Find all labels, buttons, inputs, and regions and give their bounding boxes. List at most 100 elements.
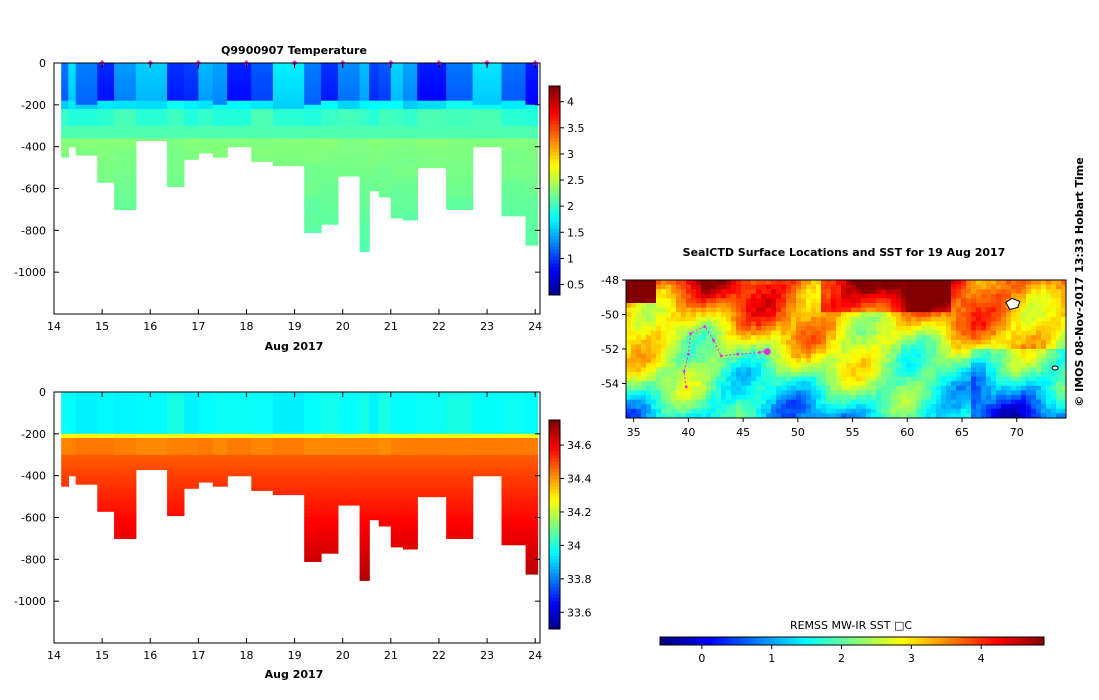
profile-cell	[417, 88, 447, 93]
sst-cell	[966, 280, 972, 285]
profile-cell	[369, 504, 380, 510]
profile-cell	[337, 129, 361, 135]
colorbar-swatch	[976, 637, 983, 645]
profile-cell	[369, 458, 380, 464]
profile-cell	[525, 138, 539, 144]
sst-cell	[906, 280, 912, 285]
profile-cell	[251, 450, 274, 456]
profile-cell	[167, 155, 185, 160]
profile-cell	[337, 146, 361, 152]
profile-cell	[446, 513, 474, 519]
sst-cell	[946, 321, 952, 327]
profile-cell	[359, 159, 370, 164]
sst-cell	[841, 404, 847, 410]
profile-cell	[501, 396, 527, 401]
sst-cell	[876, 413, 882, 419]
sst-cell	[786, 339, 792, 345]
profile-cell	[337, 396, 361, 401]
profile-cell	[212, 450, 228, 456]
sst-cell	[881, 362, 887, 368]
sst-cell	[906, 367, 912, 373]
profile-cell	[272, 109, 305, 114]
profile-cell	[525, 488, 539, 493]
profile-cell	[61, 109, 69, 114]
colorbar-swatch	[549, 458, 560, 463]
profile-cell	[417, 92, 447, 98]
profile-cell	[272, 121, 305, 127]
sst-cell	[911, 307, 917, 313]
profile-cell	[251, 475, 274, 481]
profile-cell	[167, 88, 185, 93]
profile-cell	[390, 83, 404, 89]
sst-cell	[1061, 339, 1067, 345]
sst-cell	[781, 307, 787, 313]
sst-cell	[876, 408, 882, 414]
sst-cell	[801, 312, 807, 318]
sst-cell	[976, 303, 982, 308]
sst-cell	[1011, 330, 1017, 336]
profile-cell	[337, 155, 361, 160]
sst-cell	[1021, 289, 1027, 295]
sst-cell	[871, 399, 877, 405]
profile-cell	[135, 454, 168, 460]
profile-cell	[272, 454, 305, 460]
colorbar-swatch	[549, 218, 560, 223]
profile-cell	[321, 471, 339, 477]
sst-cell	[651, 408, 657, 414]
sst-cell	[1046, 367, 1052, 373]
sst-cell	[961, 381, 967, 387]
sst-cell	[956, 330, 962, 336]
sst-cell	[1026, 321, 1032, 327]
sst-cell	[1041, 413, 1047, 419]
profile-cell	[97, 509, 115, 512]
sst-cell	[841, 316, 847, 322]
profile-cell	[359, 213, 370, 219]
sst-cell	[626, 307, 632, 313]
profile-cell	[304, 226, 322, 231]
sst-cell	[1021, 284, 1027, 290]
sst-cell	[701, 390, 707, 396]
sst-cell	[851, 321, 857, 327]
sst-cell	[626, 358, 632, 364]
colorbar-swatch	[549, 152, 560, 157]
profile-cell	[525, 67, 539, 72]
sst-cell	[1056, 390, 1062, 396]
sst-cell	[771, 408, 777, 414]
sst-cell	[856, 344, 862, 350]
sst-cell	[1041, 408, 1047, 414]
sst-cell	[721, 376, 727, 382]
profile-cell	[446, 121, 474, 127]
profile-cell	[212, 475, 228, 481]
sst-cell	[741, 362, 747, 368]
sst-cell	[631, 404, 637, 410]
sst-cell	[1006, 353, 1012, 359]
sst-cell	[626, 395, 632, 400]
sst-cell	[891, 335, 897, 341]
colorbar-swatch	[549, 113, 560, 118]
colorbar-swatch	[717, 637, 723, 645]
sst-cell	[1041, 330, 1047, 336]
profile-cell	[402, 521, 418, 527]
profile-cell	[402, 104, 418, 110]
sst-cell	[786, 390, 792, 396]
profile-cell	[390, 517, 404, 523]
profile-cell	[135, 433, 168, 439]
profile-cell	[321, 67, 339, 72]
track-point	[736, 352, 740, 356]
profile-cell	[114, 167, 137, 173]
profile-cell	[446, 205, 474, 210]
sst-cell	[756, 385, 762, 391]
sst-cell	[901, 385, 907, 391]
sst-cell	[806, 376, 812, 382]
sst-cell	[671, 381, 677, 387]
sst-cell	[766, 307, 772, 313]
profile-cell	[251, 129, 274, 135]
sst-cell	[776, 335, 782, 341]
profile-cell	[446, 184, 474, 190]
profile-cell	[402, 121, 418, 127]
sst-cell	[801, 298, 807, 304]
sst-cell	[861, 289, 867, 295]
sst-cell	[776, 303, 782, 308]
x-tick-label: 70	[1010, 426, 1024, 439]
sst-cell	[976, 289, 982, 295]
